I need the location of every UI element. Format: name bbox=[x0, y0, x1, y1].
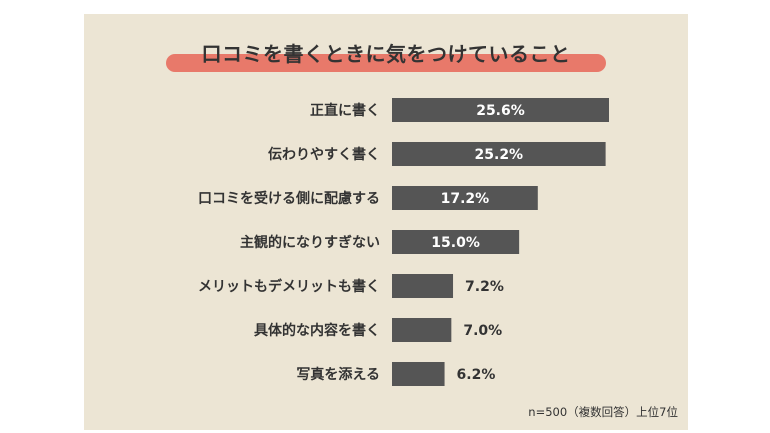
category-label: 伝わりやすく書く bbox=[268, 146, 380, 163]
value-label: 7.0% bbox=[463, 323, 502, 339]
category-label: 主観的になりすぎない bbox=[240, 234, 380, 251]
category-label: 口コミを受ける側に配慮する bbox=[198, 190, 380, 207]
bar bbox=[392, 274, 454, 298]
category-label: メリットもデメリットも書く bbox=[198, 278, 380, 295]
chart-title: 口コミを書くときに気をつけていること bbox=[201, 42, 571, 66]
value-label: 7.2% bbox=[465, 279, 504, 295]
value-label: 17.2% bbox=[441, 191, 490, 207]
value-label: 25.6% bbox=[476, 103, 525, 119]
value-label: 25.2% bbox=[475, 147, 524, 163]
title-highlight bbox=[166, 54, 606, 72]
bar bbox=[392, 362, 445, 386]
value-label: 6.2% bbox=[457, 367, 496, 383]
bar bbox=[392, 98, 609, 122]
bar-chart: 正直に書く 25.6% 伝わりやすく書く 25.2% 口コミを受ける側に配慮する 17.2… bbox=[198, 98, 609, 386]
category-label: 正直に書く bbox=[310, 102, 380, 119]
sample-note: n=500（複数回答）上位7位 bbox=[528, 405, 678, 419]
bar bbox=[392, 230, 520, 254]
category-label: 写真を添える bbox=[296, 366, 380, 383]
category-label: 具体的な内容を書く bbox=[253, 322, 380, 339]
bar bbox=[392, 186, 538, 210]
bar bbox=[392, 318, 452, 342]
chart-panel: 口コミを書くときに気をつけていること 正直に書く 25.6% 伝わりやすく書く 25.… bbox=[84, 14, 688, 430]
bar bbox=[392, 142, 606, 166]
value-label: 15.0% bbox=[431, 235, 480, 251]
